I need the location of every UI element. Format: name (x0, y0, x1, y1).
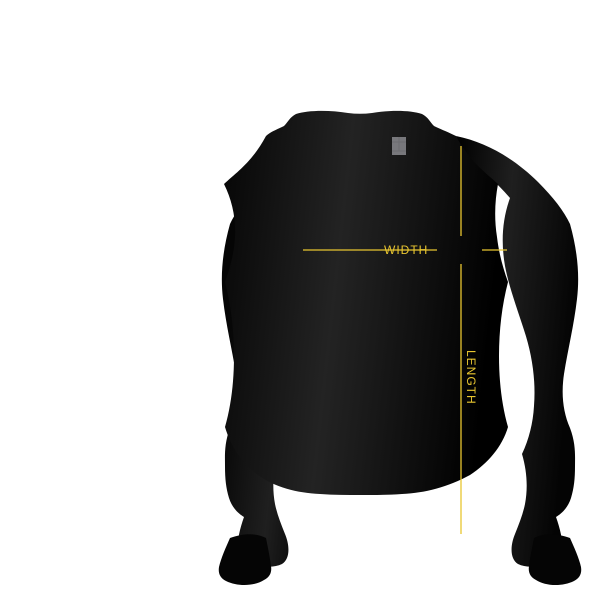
svg-text:LENGTH: LENGTH (464, 350, 478, 405)
svg-text:WIDTH: WIDTH (384, 243, 428, 257)
